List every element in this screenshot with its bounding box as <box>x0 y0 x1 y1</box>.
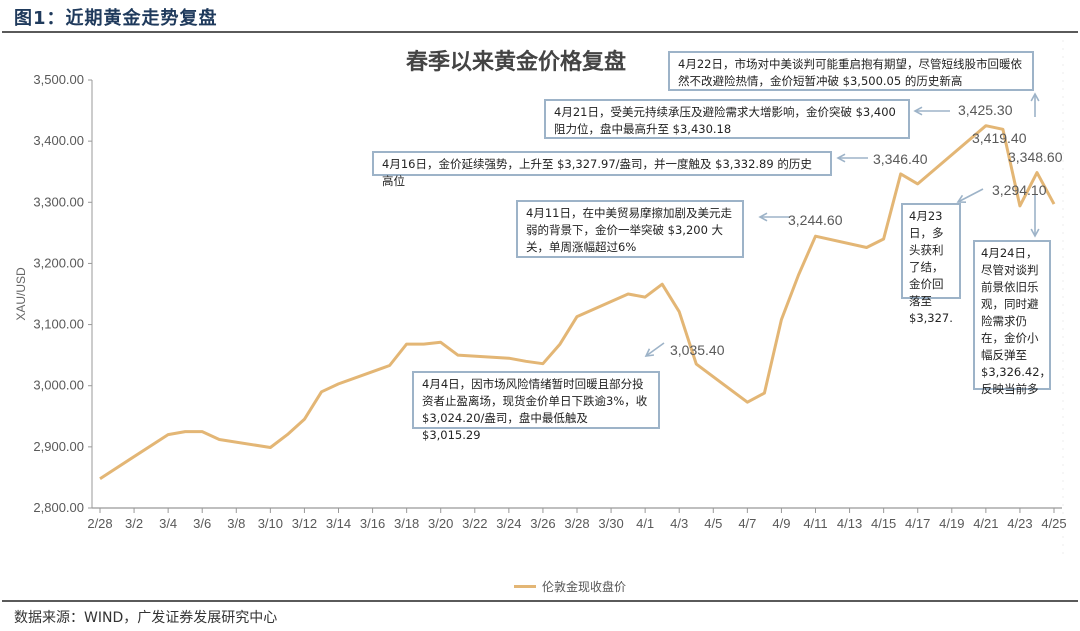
top-divider <box>2 31 1078 33</box>
note-apr22: 4月22日，市场对中美谈判可能重启抱有期望，尽管短线股市回暖依然不改避险热情，金… <box>668 51 1034 91</box>
x-tick-label: 3/12 <box>292 516 317 531</box>
y-tick-label: 3,200.00 <box>33 255 84 270</box>
note-apr16: 4月16日，金价延续强势，上升至 $3,327.97/盎司，并一度触及 $3,3… <box>372 151 832 188</box>
x-tick-label: 3/26 <box>530 516 555 531</box>
x-tick-label: 2/28 <box>87 516 112 531</box>
note-apr23: 4月23日，多头获利了结，金价回落至 $3,327. <box>901 203 961 325</box>
line-chart: 2,800.00 2,900.00 3,000.00 3,100.00 3,200.00… <box>14 40 1067 560</box>
x-tick-label: 3/4 <box>159 516 177 531</box>
value-label-apr4: 3,035.40 <box>670 342 725 358</box>
note-apr21: 4月21日，受美元持续承压及避险需求大增影响，金价突破 $3,400 阻力位，盘… <box>544 99 910 139</box>
value-label-apr21: 3,425.30 <box>958 102 1013 118</box>
note-apr4: 4月4日，因市场风险情绪暂时回暖且部分投资者止盈离场，现货金价单日下跌逾3%，收… <box>412 371 660 442</box>
y-tick-label: 2,800.00 <box>33 500 84 515</box>
x-axis: 2/28 3/2 3/4 3/6 3/8 3/10 3/12 3/14 3/16 3/18 3/20… <box>87 507 1067 531</box>
x-tick-label: 3/30 <box>598 516 623 531</box>
x-tick-label: 3/20 <box>428 516 453 531</box>
y-tick-label: 3,500.00 <box>33 72 84 87</box>
x-tick-label: 3/24 <box>496 516 521 531</box>
price-line <box>99 124 1056 480</box>
y-tick-label: 3,400.00 <box>33 133 84 148</box>
x-tick-label: 3/16 <box>360 516 385 531</box>
y-tick-label: 2,900.00 <box>33 439 84 454</box>
x-tick-label: 3/28 <box>564 516 589 531</box>
legend-label: 伦敦金现收盘价 <box>542 580 627 594</box>
chart-title-text: 春季以来黄金价格复盘 <box>405 50 626 75</box>
value-label-apr24: 3,348.60 <box>1008 149 1063 165</box>
x-tick-label: 3/8 <box>227 516 245 531</box>
legend-line-swatch <box>514 585 536 588</box>
y-tick-label: 3,000.00 <box>33 378 84 393</box>
x-tick-label: 4/1 <box>636 516 654 531</box>
x-tick-label: 4/15 <box>871 516 896 531</box>
x-tick-label: 4/19 <box>939 516 964 531</box>
chart-title: 春季以来黄金价格复盘 <box>0 44 1040 76</box>
x-tick-label: 4/11 <box>803 516 827 531</box>
note-apr11: 4月11日，在中美贸易摩擦加剧及美元走弱的背景下，金价一举突破 $3,200 大… <box>516 200 744 258</box>
x-tick-label: 3/2 <box>125 516 143 531</box>
x-tick-label: 4/23 <box>1007 516 1032 531</box>
x-tick-label: 4/7 <box>738 516 756 531</box>
x-tick-label: 3/22 <box>462 516 487 531</box>
chart-legend: 伦敦金现收盘价 <box>514 578 626 595</box>
x-tick-label: 3/18 <box>394 516 419 531</box>
x-tick-label: 4/17 <box>905 516 930 531</box>
annotation-arrows <box>644 92 1040 357</box>
x-tick-label: 4/13 <box>837 516 862 531</box>
value-label-apr22: 3,419.40 <box>972 130 1027 146</box>
value-labels: 3,035.40 3,244.60 3,346.40 3,425.30 3,419.40… <box>670 102 1063 358</box>
x-tick-label: 3/6 <box>193 516 211 531</box>
x-tick-label: 4/3 <box>670 516 688 531</box>
figure-title: 图1：近期黄金走势复盘 <box>14 8 218 29</box>
y-axis: 2,800.00 2,900.00 3,000.00 3,100.00 3,200.00… <box>33 72 93 515</box>
bottom-divider <box>2 600 1078 602</box>
y-tick-label: 3,300.00 <box>33 194 84 209</box>
data-source: 数据来源：WIND，广发证券发展研究中心 <box>14 610 278 626</box>
x-tick-label: 3/14 <box>326 516 351 531</box>
y-tick-label: 3,100.00 <box>33 317 84 332</box>
x-tick-label: 4/25 <box>1041 516 1066 531</box>
x-tick-label: 4/9 <box>772 516 790 531</box>
x-tick-label: 4/21 <box>973 516 998 531</box>
value-label-apr23: 3,294.10 <box>992 182 1047 198</box>
x-tick-label: 4/5 <box>704 516 722 531</box>
value-label-apr11: 3,244.60 <box>788 212 843 228</box>
note-apr24: 4月24日，尽管对谈判前景依旧乐观，同时避险需求仍在，金价小幅反弹至 $3,32… <box>973 240 1051 396</box>
x-tick-label: 3/10 <box>258 516 283 531</box>
y-axis-label: XAU/USD <box>14 267 28 321</box>
value-label-apr16: 3,346.40 <box>873 151 928 167</box>
